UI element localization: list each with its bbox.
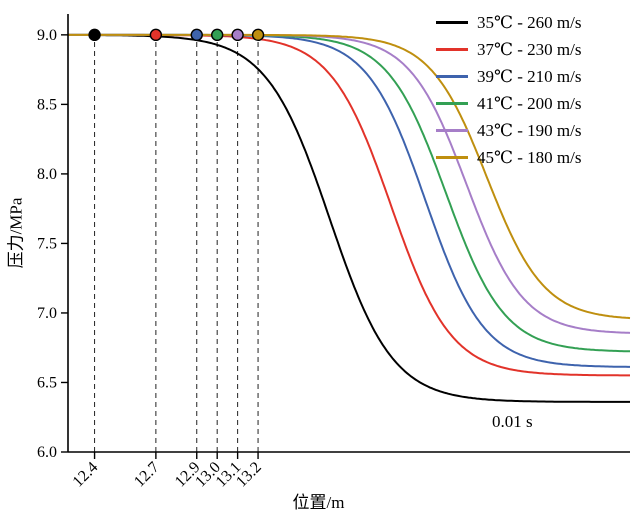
data-point-marker	[231, 28, 244, 42]
legend-item: 35℃ - 260 m/s	[436, 12, 582, 33]
y-tick-label: 6.5	[37, 374, 57, 391]
legend-item: 43℃ - 190 m/s	[436, 120, 582, 141]
y-tick-label: 6.0	[37, 444, 57, 461]
legend-item: 37℃ - 230 m/s	[436, 39, 582, 60]
data-point-marker	[210, 28, 224, 42]
legend-item: 45℃ - 180 m/s	[436, 147, 582, 168]
legend-label: 45℃ - 180 m/s	[477, 147, 582, 167]
legend-line-swatch	[436, 48, 468, 51]
y-tick-label: 9.0	[37, 27, 57, 44]
time-annotation: 0.01 s	[492, 412, 533, 431]
x-tick-label: 12.7	[131, 459, 163, 491]
legend-line-swatch	[436, 75, 468, 78]
legend-line-swatch	[436, 129, 468, 132]
data-point-marker	[149, 28, 163, 42]
legend-label: 41℃ - 200 m/s	[477, 93, 582, 113]
y-tick-label: 8.0	[37, 166, 57, 183]
legend-item: 39℃ - 210 m/s	[436, 66, 582, 87]
y-tick-label: 8.5	[37, 96, 57, 113]
legend-item: 41℃ - 200 m/s	[436, 93, 582, 114]
legend-label: 35℃ - 260 m/s	[477, 12, 582, 32]
legend-line-swatch	[436, 156, 468, 159]
data-point-marker	[251, 28, 265, 42]
y-tick-label: 7.5	[37, 235, 57, 252]
y-tick-label: 7.0	[37, 305, 57, 322]
legend-line-swatch	[436, 21, 468, 24]
y-axis-label: 压力/MPa	[6, 197, 26, 269]
x-axis-label: 位置/m	[292, 493, 345, 512]
x-tick-label: 12.4	[70, 459, 102, 491]
x-tick-label: 13.2	[233, 459, 265, 491]
legend-label: 43℃ - 190 m/s	[477, 120, 582, 140]
legend-label: 39℃ - 210 m/s	[477, 66, 582, 86]
data-point-marker	[190, 28, 203, 42]
legend: 35℃ - 260 m/s 37℃ - 230 m/s 39℃ - 210 m/s 4…	[436, 12, 582, 168]
legend-label: 37℃ - 230 m/s	[477, 39, 582, 59]
data-point-marker	[88, 28, 101, 42]
legend-line-swatch	[436, 102, 468, 105]
